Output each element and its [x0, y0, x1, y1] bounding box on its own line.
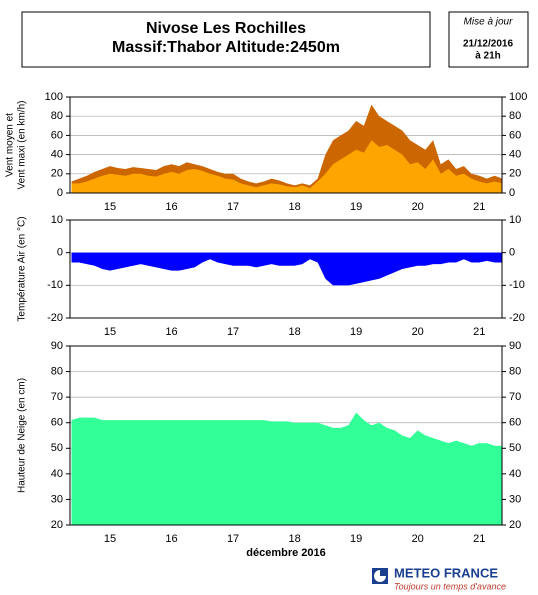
y-tick-label-right: 70	[509, 391, 521, 403]
y-tick-label: 20	[51, 519, 63, 531]
plot-frame	[69, 345, 503, 526]
subtitle: Massif:Thabor Altitude:2450m	[112, 39, 340, 56]
y-tick-label: 20	[51, 168, 63, 180]
x-tick-label: 17	[227, 326, 239, 338]
y-tick-label-right: 0	[509, 247, 515, 259]
y-tick-label-right: 80	[509, 365, 521, 377]
plot-area	[70, 220, 502, 318]
y-tick-label-right: 20	[509, 519, 521, 531]
y-tick-label-right: 40	[509, 149, 521, 161]
y-tick-label-right: 0	[509, 187, 515, 199]
y-tick-label-right: 90	[509, 340, 521, 352]
y-tick-label-right: 20	[509, 168, 521, 180]
title: Nivose Les Rochilles	[146, 20, 306, 37]
y-tick-label: 70	[51, 391, 63, 403]
x-tick-label: 19	[350, 533, 362, 545]
plot-frame	[69, 219, 503, 319]
logo: METEO FRANCE Toujours un temps d'avance	[372, 565, 506, 591]
x-tick-label: 17	[227, 533, 239, 545]
y-axis-label: Vent maxi (en km/h)	[17, 101, 28, 190]
x-tick-label: 15	[104, 533, 116, 545]
x-tick-label: 17	[227, 201, 239, 213]
y-tick-label: -10	[47, 279, 63, 291]
y-tick-label: 0	[57, 247, 63, 259]
x-tick-label: 18	[288, 533, 300, 545]
y-tick-label-right: 60	[509, 129, 521, 141]
y-tick-label: 80	[51, 110, 63, 122]
logo-mark	[374, 570, 386, 582]
brand: METEO FRANCE	[394, 565, 498, 580]
y-tick-label: 50	[51, 442, 63, 454]
x-tick-label: 21	[473, 201, 485, 213]
y-tick-label-right: 60	[509, 417, 521, 429]
update-box	[448, 11, 529, 68]
y-tick-label: 60	[51, 417, 63, 429]
x-tick-label: 15	[104, 326, 116, 338]
y-tick-label: 100	[45, 91, 63, 103]
y-tick-label-right: -20	[509, 312, 525, 324]
x-tick-label: 20	[412, 533, 424, 545]
y-tick-label-right: -10	[509, 279, 525, 291]
area	[71, 140, 503, 193]
x-tick-label: 21	[473, 326, 485, 338]
y-tick-label-right: 80	[509, 110, 521, 122]
x-tick-label: 20	[412, 201, 424, 213]
y-tick-label: -20	[47, 312, 63, 324]
y-tick-label: 10	[51, 214, 63, 226]
tagline: Toujours un temps d'avance	[394, 581, 506, 591]
y-tick-label: 40	[51, 468, 63, 480]
y-axis-label: Hauteur de Neige (en cm)	[17, 378, 28, 493]
y-tick-label-right: 10	[509, 214, 521, 226]
x-tick-label: 16	[165, 326, 177, 338]
update-label: Mise à jour	[464, 17, 514, 28]
x-tick-label: 20	[412, 326, 424, 338]
y-tick-label: 80	[51, 365, 63, 377]
y-tick-label: 40	[51, 149, 63, 161]
title-box	[21, 11, 431, 68]
area	[71, 252, 503, 286]
y-tick-label-right: 50	[509, 442, 521, 454]
y-tick-label: 60	[51, 129, 63, 141]
y-tick-label-right: 40	[509, 468, 521, 480]
x-tick-label: 19	[350, 201, 362, 213]
y-tick-label-right: 30	[509, 493, 521, 505]
y-tick-label: 0	[57, 187, 63, 199]
update-time: à 21h	[475, 51, 501, 62]
x-tick-label: 21	[473, 533, 485, 545]
x-axis-label: décembre 2016	[246, 547, 326, 559]
plot-frame	[69, 96, 503, 194]
y-tick-label: 30	[51, 493, 63, 505]
x-tick-label: 15	[104, 201, 116, 213]
y-axis-label: Vent moyen et	[5, 113, 16, 177]
x-tick-label: 16	[165, 201, 177, 213]
y-tick-label: 90	[51, 340, 63, 352]
x-tick-label: 19	[350, 326, 362, 338]
update-date: 21/12/2016	[463, 39, 513, 50]
x-tick-label: 16	[165, 533, 177, 545]
y-tick-label-right: 100	[509, 91, 527, 103]
x-tick-label: 18	[288, 201, 300, 213]
y-axis-label: Température Air (en °C)	[17, 216, 28, 321]
area	[71, 412, 503, 525]
x-tick-label: 18	[288, 326, 300, 338]
